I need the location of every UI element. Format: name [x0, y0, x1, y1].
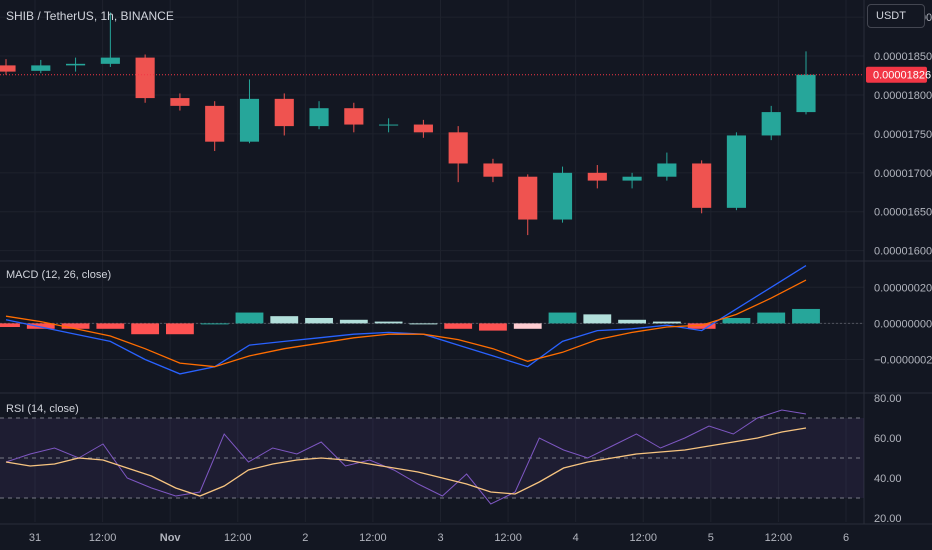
macd-histogram-bar — [374, 321, 403, 324]
rsi_ma-line — [5, 427, 807, 497]
x-tick-label: 6 — [843, 532, 849, 544]
macd-histogram-bar — [61, 323, 90, 329]
candle-body — [726, 135, 746, 208]
rsi-pane-title: RSI (14, close) — [6, 403, 79, 415]
candle-body — [796, 74, 816, 113]
currency-button[interactable]: USDT — [867, 4, 925, 28]
symbol-title: SHIB / TetherUS, 1h, BINANCE — [6, 9, 174, 23]
y-tick-label: 60.00 — [874, 433, 902, 445]
macd-histogram-bar — [26, 323, 55, 329]
candle-body — [692, 163, 712, 208]
y-tick-label: 0.00001600 — [874, 246, 932, 258]
candle-body — [274, 98, 294, 127]
macd-histogram-bar — [200, 323, 229, 325]
candle-body — [170, 98, 190, 106]
x-tick-label: 12:00 — [765, 532, 793, 544]
macd-histogram-bar — [618, 319, 646, 324]
macd-histogram-bar — [757, 312, 786, 324]
candle-body — [483, 163, 503, 177]
candle-body — [31, 65, 51, 71]
x-tick-label: 3 — [437, 532, 443, 544]
candle-body — [239, 98, 260, 142]
x-tick-label: 31 — [29, 532, 41, 544]
macd-histogram-bar — [583, 314, 612, 324]
macd-histogram-bar — [166, 323, 194, 335]
x-tick-label: 12:00 — [359, 532, 387, 544]
candle-body — [622, 176, 642, 181]
x-tick-label: 2 — [302, 532, 308, 544]
y-tick-label: 0.00001850 — [874, 51, 932, 63]
candle-body — [135, 57, 155, 99]
macd-histogram-bar — [792, 308, 820, 324]
candle-body — [379, 124, 399, 126]
y-tick-label: 40.00 — [874, 473, 902, 485]
candle-body — [344, 108, 364, 125]
macd-histogram-bar — [479, 323, 507, 331]
macd-histogram-bar — [235, 312, 264, 324]
y-tick-label: 0.00001750 — [874, 129, 932, 141]
macd-histogram-bar — [652, 321, 681, 324]
macd-histogram-bar — [513, 323, 542, 329]
candle-body — [66, 63, 86, 66]
candle-body — [657, 163, 677, 177]
candle-body — [448, 132, 468, 164]
macd-histogram-bar — [0, 323, 20, 327]
x-tick-label: 4 — [573, 532, 579, 544]
candle-body — [205, 105, 225, 142]
x-tick-label: 5 — [708, 532, 714, 544]
macd-histogram-bar — [131, 323, 160, 335]
signal-line — [5, 279, 807, 368]
macd-histogram-bar — [270, 316, 299, 324]
macd-histogram-bar — [722, 317, 751, 324]
macd-histogram-bar — [548, 312, 577, 324]
macd-histogram-bar — [409, 323, 438, 325]
y-tick-label: 80.00 — [874, 393, 902, 405]
macd-pane-title: MACD (12, 26, close) — [6, 269, 112, 281]
macd-histogram-bar — [687, 323, 716, 329]
candle-body — [100, 57, 120, 64]
x-tick-label: 12:00 — [629, 532, 657, 544]
y-tick-label: 0.00001800 — [874, 90, 932, 102]
rsi-line — [5, 409, 807, 505]
candle-body — [309, 108, 329, 127]
x-tick-label: Nov — [160, 532, 182, 544]
y-tick-label: 0.00000020 — [874, 282, 932, 294]
candle-body — [413, 124, 433, 133]
candle-body — [0, 65, 16, 72]
macd-histogram-bar — [339, 319, 368, 324]
y-tick-label: −0.00000020 — [874, 355, 932, 367]
x-tick-label: 12:00 — [224, 532, 252, 544]
y-tick-label: 20.00 — [874, 513, 902, 525]
candle-body — [518, 176, 538, 220]
last-price-label-bg — [866, 66, 927, 83]
macd-line — [5, 265, 807, 375]
macd-histogram-bar — [96, 323, 125, 329]
macd-histogram-bar — [444, 323, 473, 329]
candle-body — [587, 172, 607, 181]
candle-body — [552, 172, 573, 220]
candle-body — [761, 112, 781, 136]
y-tick-label: 0.00001700 — [874, 168, 932, 180]
y-tick-label: 0.00000000 — [874, 318, 932, 330]
macd-histogram-bar — [305, 317, 333, 324]
x-tick-label: 12:00 — [89, 532, 117, 544]
x-tick-label: 12:00 — [494, 532, 522, 544]
last-price-label: 0.00001826 — [873, 70, 931, 82]
y-tick-label: 0.00001650 — [874, 207, 932, 219]
